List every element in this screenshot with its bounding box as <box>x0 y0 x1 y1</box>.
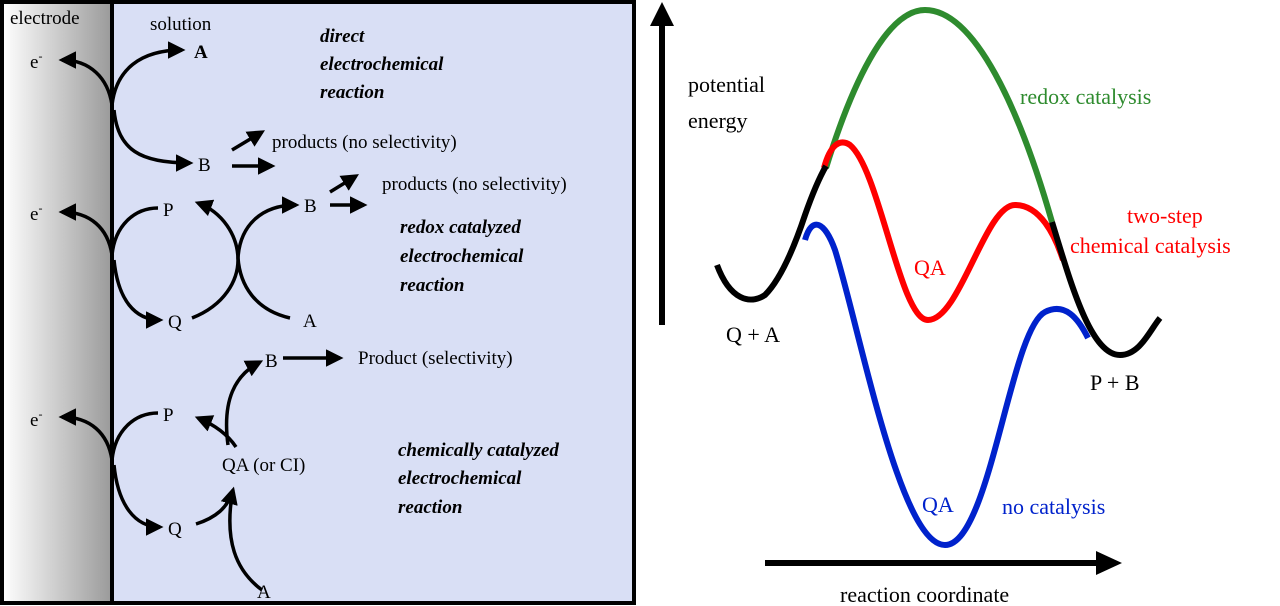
arc-to-p <box>110 411 159 461</box>
panel-border <box>0 0 636 605</box>
electron-label: e- <box>30 49 42 73</box>
chemical-mechanism: e- P Q QA (or CI) A B Product (selectivi… <box>30 348 559 603</box>
arc-to-p <box>110 206 159 256</box>
curve-no-catalysis <box>802 221 1091 549</box>
solution-region <box>112 2 634 603</box>
two-step-label: chemical catalysis <box>1070 233 1231 258</box>
direct-mechanism: e- A B products (no selectivity) direct … <box>30 26 457 176</box>
arc-to-q <box>112 259 164 329</box>
x-axis-label: reaction coordinate <box>840 582 1009 606</box>
product-arrow-up <box>231 130 266 152</box>
a-to-qa-arrow <box>228 494 264 592</box>
species-b: B <box>265 351 278 372</box>
species-a: A <box>303 311 317 332</box>
product-arrow-up <box>329 174 359 194</box>
two-step-label: two-step <box>1127 203 1203 228</box>
blue-intermediate-label: QA <box>922 492 954 517</box>
species-q: Q <box>168 312 182 333</box>
species-a: A <box>257 582 271 603</box>
products-label: products (no selectivity) <box>272 132 457 153</box>
energy-diagram: potential energy reaction coordinate Q +… <box>650 2 1231 606</box>
mechanism-title: direct <box>320 26 365 47</box>
mechanism-title: chemically catalyzed <box>398 440 559 461</box>
electron-arrow <box>58 408 114 461</box>
y-axis-arrowhead <box>650 2 674 26</box>
species-p: P <box>163 200 174 221</box>
electron-label: e- <box>30 201 42 225</box>
q-to-qa-arrow <box>195 486 238 526</box>
reactants-label: Q + A <box>726 322 780 347</box>
electron-arrow <box>58 51 114 106</box>
intermediate-label: QA (or CI) <box>222 455 305 476</box>
no-catalysis-label: no catalysis <box>1002 494 1105 519</box>
mechanism-title: reaction <box>320 82 384 103</box>
species-p: P <box>163 405 174 426</box>
electrode-label: electrode <box>10 8 80 29</box>
species-b: B <box>198 155 211 176</box>
x-axis-arrowhead <box>1096 551 1122 575</box>
products-label: P + B <box>1090 370 1140 395</box>
electrode-region <box>2 2 112 603</box>
arc-to-q <box>112 464 164 536</box>
product-label: Product (selectivity) <box>358 348 513 369</box>
species-q: Q <box>168 519 182 540</box>
arrow-to-a <box>110 41 186 106</box>
red-intermediate-label: QA <box>914 255 946 280</box>
curve-uncatalyzed-baseline <box>714 164 829 303</box>
qa-to-p-arrow <box>194 415 238 448</box>
species-b: B <box>304 196 317 217</box>
a-to-b-arrow <box>236 196 300 320</box>
mechanism-panel: electrode solution e- A B products (no s… <box>0 0 636 605</box>
curve-two-step-catalysis <box>821 139 1066 324</box>
mechanism-title: redox catalyzed <box>400 217 521 238</box>
mechanism-title: electrochemical <box>398 468 522 489</box>
electron-label: e- <box>30 407 42 431</box>
mechanism-title: electrochemical <box>320 54 444 75</box>
y-axis-label: potential <box>688 72 765 97</box>
curve-uncatalyzed-baseline <box>1049 221 1163 359</box>
redox-mechanism: e- P Q A B products (no selectivity) red… <box>30 174 567 333</box>
mechanism-title: reaction <box>400 275 464 296</box>
qa-to-b-arrow <box>224 360 264 446</box>
arrow-to-b <box>112 109 194 172</box>
curve-redox-catalysis <box>823 6 1055 223</box>
solution-label: solution <box>150 14 212 35</box>
species-a: A <box>194 42 208 63</box>
electron-arrow <box>58 203 114 256</box>
products-label: products (no selectivity) <box>382 174 567 195</box>
y-axis-label: energy <box>688 108 747 133</box>
mechanism-title: electrochemical <box>400 246 524 267</box>
mechanism-title: reaction <box>398 497 462 518</box>
redox-catalysis-label: redox catalysis <box>1020 84 1151 109</box>
